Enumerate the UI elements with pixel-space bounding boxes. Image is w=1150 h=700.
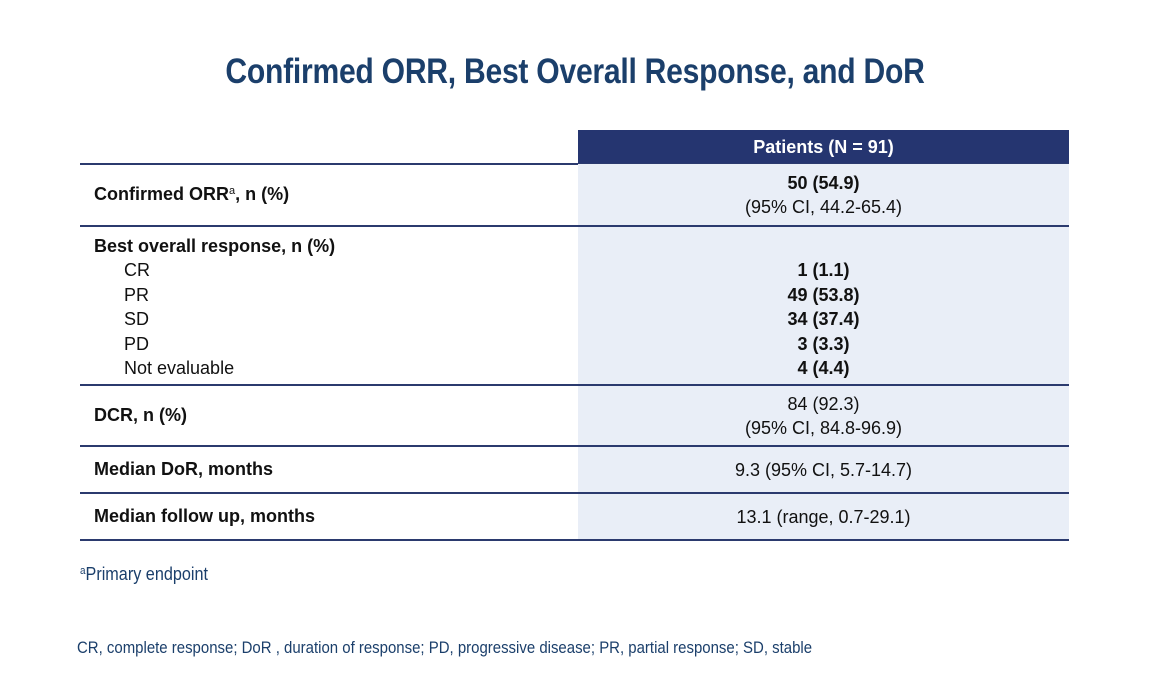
table-row: Median follow up, months 13.1 (range, 0.… — [80, 494, 1069, 541]
title: Confirmed ORR, Best Overall Response, an… — [225, 52, 925, 91]
abbreviations: CR, complete response; DoR , duration of… — [77, 638, 813, 657]
item-label: PD — [124, 333, 150, 354]
table-row: Best overall response, n (%) CR PR SD PD… — [80, 227, 1069, 386]
table-row: Median DoR, months 9.3 (95% CI, 5.7-14.7… — [80, 447, 1069, 494]
table-row: DCR, n (%) 84 (92.3) (95% CI, 84.8-96.9) — [80, 386, 1069, 447]
item-value: 4 (4.4) — [797, 358, 850, 379]
row-label: Confirmed ORRa, n (%) — [80, 164, 578, 225]
row-label: Median DoR, months — [80, 447, 578, 492]
row-value: 1 (1.1) 49 (53.8) 34 (37.4) 3 (3.3) 4 (4… — [578, 227, 1069, 384]
value: 13.1 (range, 0.7-29.1) — [736, 506, 911, 527]
item-label: PR — [124, 284, 150, 305]
table-row: Confirmed ORRa, n (%) 50 (54.9) (95% CI, … — [80, 164, 1069, 227]
item-value: 3 (3.3) — [797, 333, 850, 354]
row-value: 9.3 (95% CI, 5.7-14.7) — [578, 447, 1069, 492]
item-label: Not evaluable — [124, 358, 235, 379]
item-value: 49 (53.8) — [787, 284, 860, 305]
header-rule — [80, 163, 1069, 165]
row-label: Best overall response, n (%) CR PR SD PD… — [80, 227, 578, 384]
superscript: a — [229, 185, 236, 197]
label: Median DoR, months — [94, 459, 273, 479]
detail: (95% CI, 44.2-65.4) — [744, 196, 903, 217]
value: 50 (54.9) — [787, 172, 860, 193]
item-value: 34 (37.4) — [787, 309, 860, 330]
value: 9.3 (95% CI, 5.7-14.7) — [734, 459, 913, 480]
item-label: SD — [124, 309, 150, 330]
label: DCR, n (%) — [94, 405, 187, 425]
label-suffix: , n (%) — [235, 184, 290, 204]
item-value: 1 (1.1) — [797, 260, 850, 281]
value: 84 (92.3) — [787, 393, 860, 414]
row-value: 13.1 (range, 0.7-29.1) — [578, 494, 1069, 539]
superscript: a — [80, 565, 86, 577]
detail: (95% CI, 84.8-96.9) — [744, 417, 903, 438]
row-value: 50 (54.9) (95% CI, 44.2-65.4) — [578, 164, 1069, 225]
column-header: Patients (N = 91) — [578, 130, 1069, 164]
row-label: Median follow up, months — [80, 494, 578, 539]
footnote-text: Primary endpoint — [85, 564, 208, 584]
label: Best overall response, n (%) — [94, 236, 336, 256]
footnote: aPrimary endpoint — [80, 564, 208, 585]
item-label: CR — [124, 260, 150, 281]
label: Median follow up, months — [94, 506, 315, 526]
label: Confirmed ORR — [94, 184, 229, 204]
row-label: DCR, n (%) — [80, 386, 578, 445]
row-value: 84 (92.3) (95% CI, 84.8-96.9) — [578, 386, 1069, 445]
